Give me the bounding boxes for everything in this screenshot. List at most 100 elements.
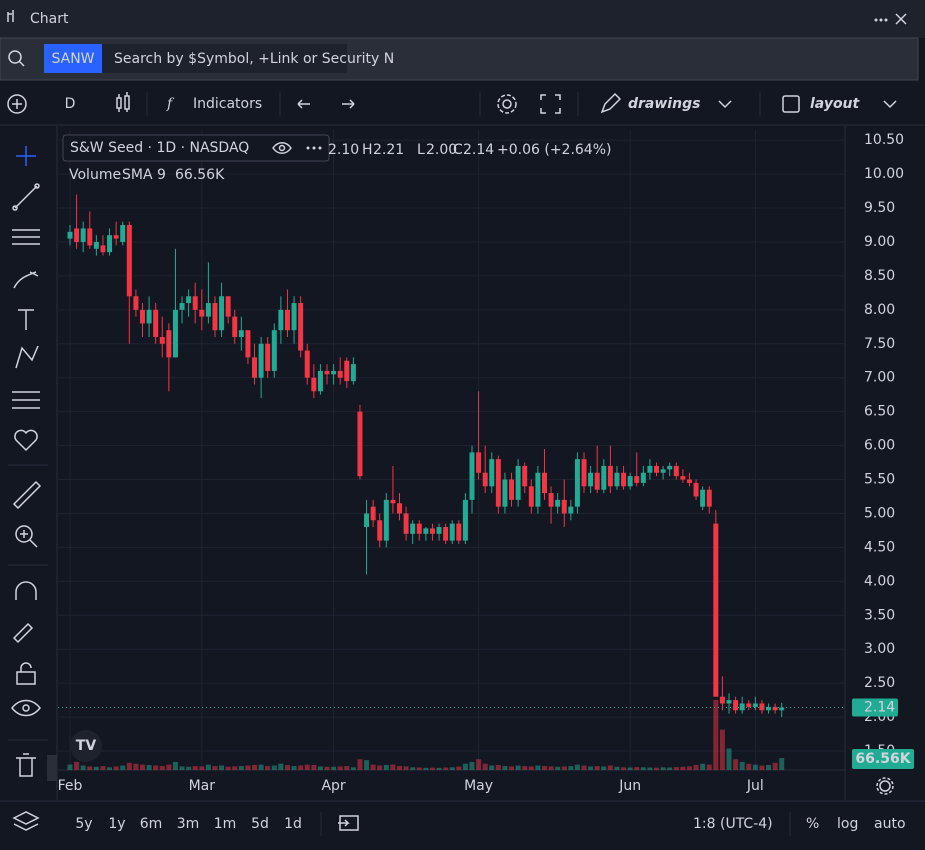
x-tick-label: Jun [618,778,641,794]
volume-bar [548,766,554,770]
volume-bar [607,765,613,770]
auto-toggle[interactable]: auto [874,816,906,832]
volume-bar [647,767,653,770]
volume-bar [713,700,719,770]
volume-bar [726,748,732,770]
search-input[interactable] [102,44,347,73]
volume-bar [601,766,607,770]
close-button[interactable] [895,13,907,25]
volume-badge [852,749,914,769]
candle-body [265,343,271,371]
volume-bar [146,764,152,770]
legend-more[interactable] [306,146,322,150]
candle-body [278,309,284,331]
candle-body [752,703,758,707]
search-placeholder[interactable]: Search by $Symbol, +Link or Security N [114,51,394,67]
undo-button[interactable] [297,99,310,109]
candle-body [693,482,699,497]
candle-body [733,700,739,711]
symbol[interactable]: SANW [51,51,94,67]
range-button[interactable]: 1y [108,816,125,832]
candle-body [212,303,218,331]
indicators-button[interactable]: Indicators [193,96,262,112]
candle-body [634,476,640,483]
volume-bar [528,766,534,770]
visibility-icon[interactable] [272,142,292,154]
volume-bar [331,766,337,770]
layout-caret[interactable] [883,100,897,109]
volume-bar [469,761,475,770]
candle-body [390,499,396,504]
volume-bar [232,766,238,770]
volume-bar [390,764,396,770]
candle-body [548,493,554,507]
y-tick-label: 9.00 [864,234,895,250]
legend-value: 2.14 [463,142,494,158]
range-button[interactable]: 3m [177,816,200,832]
symbol-chip[interactable] [44,44,102,73]
candle-body [495,459,501,507]
candle-body [482,472,488,487]
log-toggle[interactable]: log [837,816,858,832]
add-button[interactable] [7,94,27,114]
volume-bar [700,763,706,770]
candle-body [555,499,561,507]
volume-bar [383,764,389,770]
chart-type-button[interactable] [116,92,130,112]
candle-body [153,309,159,337]
window-title: Chart [30,11,69,27]
x-tick-label: May [464,778,493,794]
fullscreen-button[interactable] [540,94,561,114]
drawing-tools[interactable] [11,146,42,831]
candle-body [331,370,337,375]
range-button[interactable]: 1m [214,816,237,832]
candle-body [443,527,449,541]
drawings-button[interactable]: drawings [628,96,700,112]
more-button[interactable] [874,18,888,22]
volume-bar [74,761,80,770]
volume-bar [759,765,765,770]
redo-button[interactable] [342,99,355,109]
volume-bar [581,765,587,770]
candle-body [172,309,178,358]
candle-body [469,452,475,500]
candle-body [311,377,317,392]
x-tick-label: Jul [746,778,764,794]
x-tick-label: Mar [189,778,216,794]
axis-settings[interactable] [876,777,894,795]
collapse-toolbar[interactable] [47,755,57,781]
plot [58,130,845,770]
percent-toggle[interactable]: % [806,816,819,832]
candle-body [429,528,435,534]
volume-bar [779,758,785,770]
x-tick-label: Feb [58,778,83,794]
y-tick-label: 8.00 [864,302,895,318]
candle-body [667,465,673,470]
volume-bar [252,764,258,770]
range-button[interactable]: 1d [284,816,302,832]
candle-body [700,489,706,507]
volume-bar [265,766,271,770]
volume-bar [495,764,501,770]
volume-bar [443,767,449,770]
compare-range-button[interactable] [338,815,359,831]
candle-body [779,707,785,711]
candle-body [100,245,106,253]
volume-bar [772,762,778,770]
timezone[interactable]: 1:8 (UTC-4) [693,816,773,832]
volume-bar [680,766,686,770]
drawings-caret[interactable] [718,100,732,109]
range-button[interactable]: 6m [140,816,163,832]
candle-body [456,523,462,541]
range-button[interactable]: 5y [75,816,92,832]
layout-button[interactable]: layout [810,96,861,112]
candle-body [199,309,205,317]
candle-body [258,343,264,378]
volume-bar [120,765,126,770]
settings-button[interactable] [497,94,517,114]
range-button[interactable]: 5d [251,816,269,832]
volume-bar [555,766,561,770]
interval[interactable]: D [65,96,76,112]
volume-bar [225,766,231,770]
volume-bar [719,729,725,770]
